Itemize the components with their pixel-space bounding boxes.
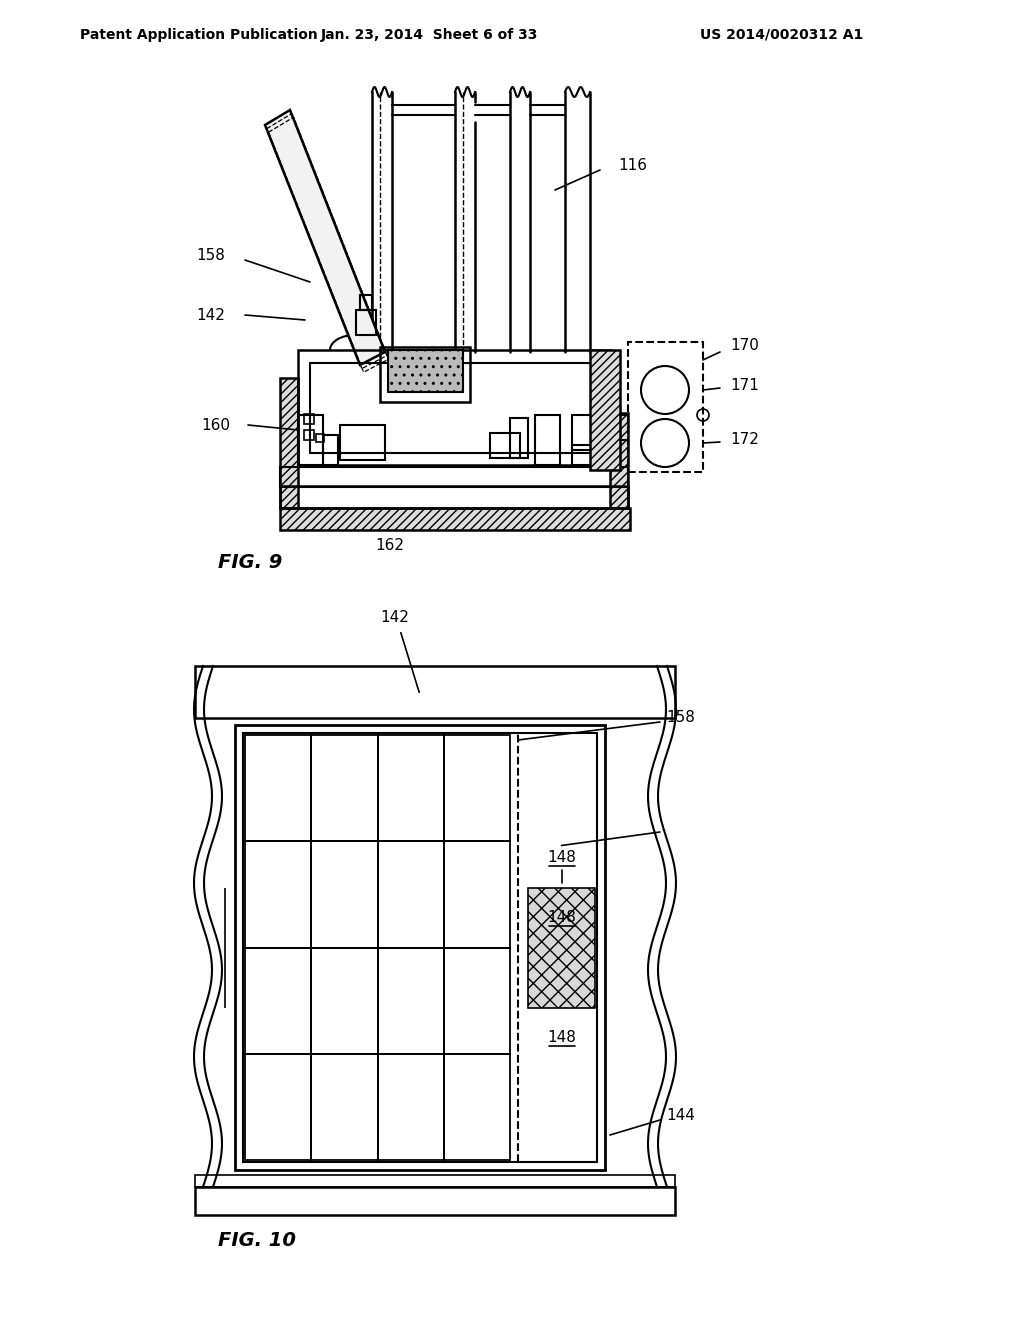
Text: 170: 170 (730, 338, 759, 352)
Polygon shape (265, 110, 385, 366)
Bar (628, 342, 703, 473)
Bar (311, 735, 378, 841)
Bar (528, 887, 595, 1007)
Bar (443, 841, 510, 948)
Text: 148: 148 (547, 1030, 575, 1045)
Bar (245, 841, 311, 948)
Bar (316, 434, 324, 442)
Text: 162: 162 (376, 537, 404, 553)
Text: 172: 172 (730, 433, 759, 447)
Bar (245, 735, 311, 841)
Text: 171: 171 (730, 378, 759, 392)
Bar (590, 350, 620, 470)
Bar (443, 735, 510, 841)
Bar (245, 1053, 311, 1160)
Text: FIG. 9: FIG. 9 (218, 553, 283, 572)
Text: Jan. 23, 2014  Sheet 6 of 33: Jan. 23, 2014 Sheet 6 of 33 (322, 28, 539, 42)
Bar (245, 948, 311, 1053)
Bar (195, 667, 675, 718)
Bar (311, 948, 378, 1053)
Text: 142: 142 (197, 308, 225, 322)
Bar (280, 467, 628, 487)
Bar (378, 841, 443, 948)
Bar (310, 363, 598, 453)
Bar (360, 294, 372, 310)
Bar (443, 1053, 510, 1160)
Circle shape (697, 409, 709, 421)
Text: 158: 158 (666, 710, 695, 726)
Bar (298, 414, 323, 465)
Bar (378, 1053, 443, 1160)
Text: 160: 160 (201, 417, 230, 433)
Bar (340, 425, 385, 459)
Bar (378, 948, 443, 1053)
Bar (311, 1053, 378, 1160)
Text: 116: 116 (618, 157, 647, 173)
Bar (234, 725, 605, 1170)
Bar (195, 1175, 675, 1187)
Text: US 2014/0020312 A1: US 2014/0020312 A1 (700, 28, 863, 42)
Bar (304, 430, 314, 440)
Bar (490, 433, 520, 458)
Text: 158: 158 (197, 248, 225, 263)
Bar (280, 508, 630, 531)
Bar (378, 735, 443, 841)
Bar (572, 414, 610, 450)
Text: FIG. 10: FIG. 10 (218, 1230, 296, 1250)
Bar (388, 350, 463, 392)
Bar (243, 733, 597, 1162)
Bar (280, 378, 298, 508)
Text: 142: 142 (381, 610, 410, 626)
Text: 148: 148 (547, 850, 575, 865)
Text: 144: 144 (666, 1107, 695, 1122)
Bar (380, 347, 470, 403)
Bar (535, 414, 560, 465)
Text: 148: 148 (547, 909, 575, 925)
Bar (510, 418, 528, 458)
Bar (298, 350, 610, 465)
Bar (572, 445, 610, 465)
Text: Patent Application Publication: Patent Application Publication (80, 28, 317, 42)
Bar (443, 948, 510, 1053)
Bar (304, 414, 314, 424)
Bar (356, 310, 376, 335)
Bar (280, 486, 628, 508)
Bar (195, 1187, 675, 1214)
Bar (323, 436, 338, 465)
Bar (311, 841, 378, 948)
Bar (610, 413, 628, 508)
